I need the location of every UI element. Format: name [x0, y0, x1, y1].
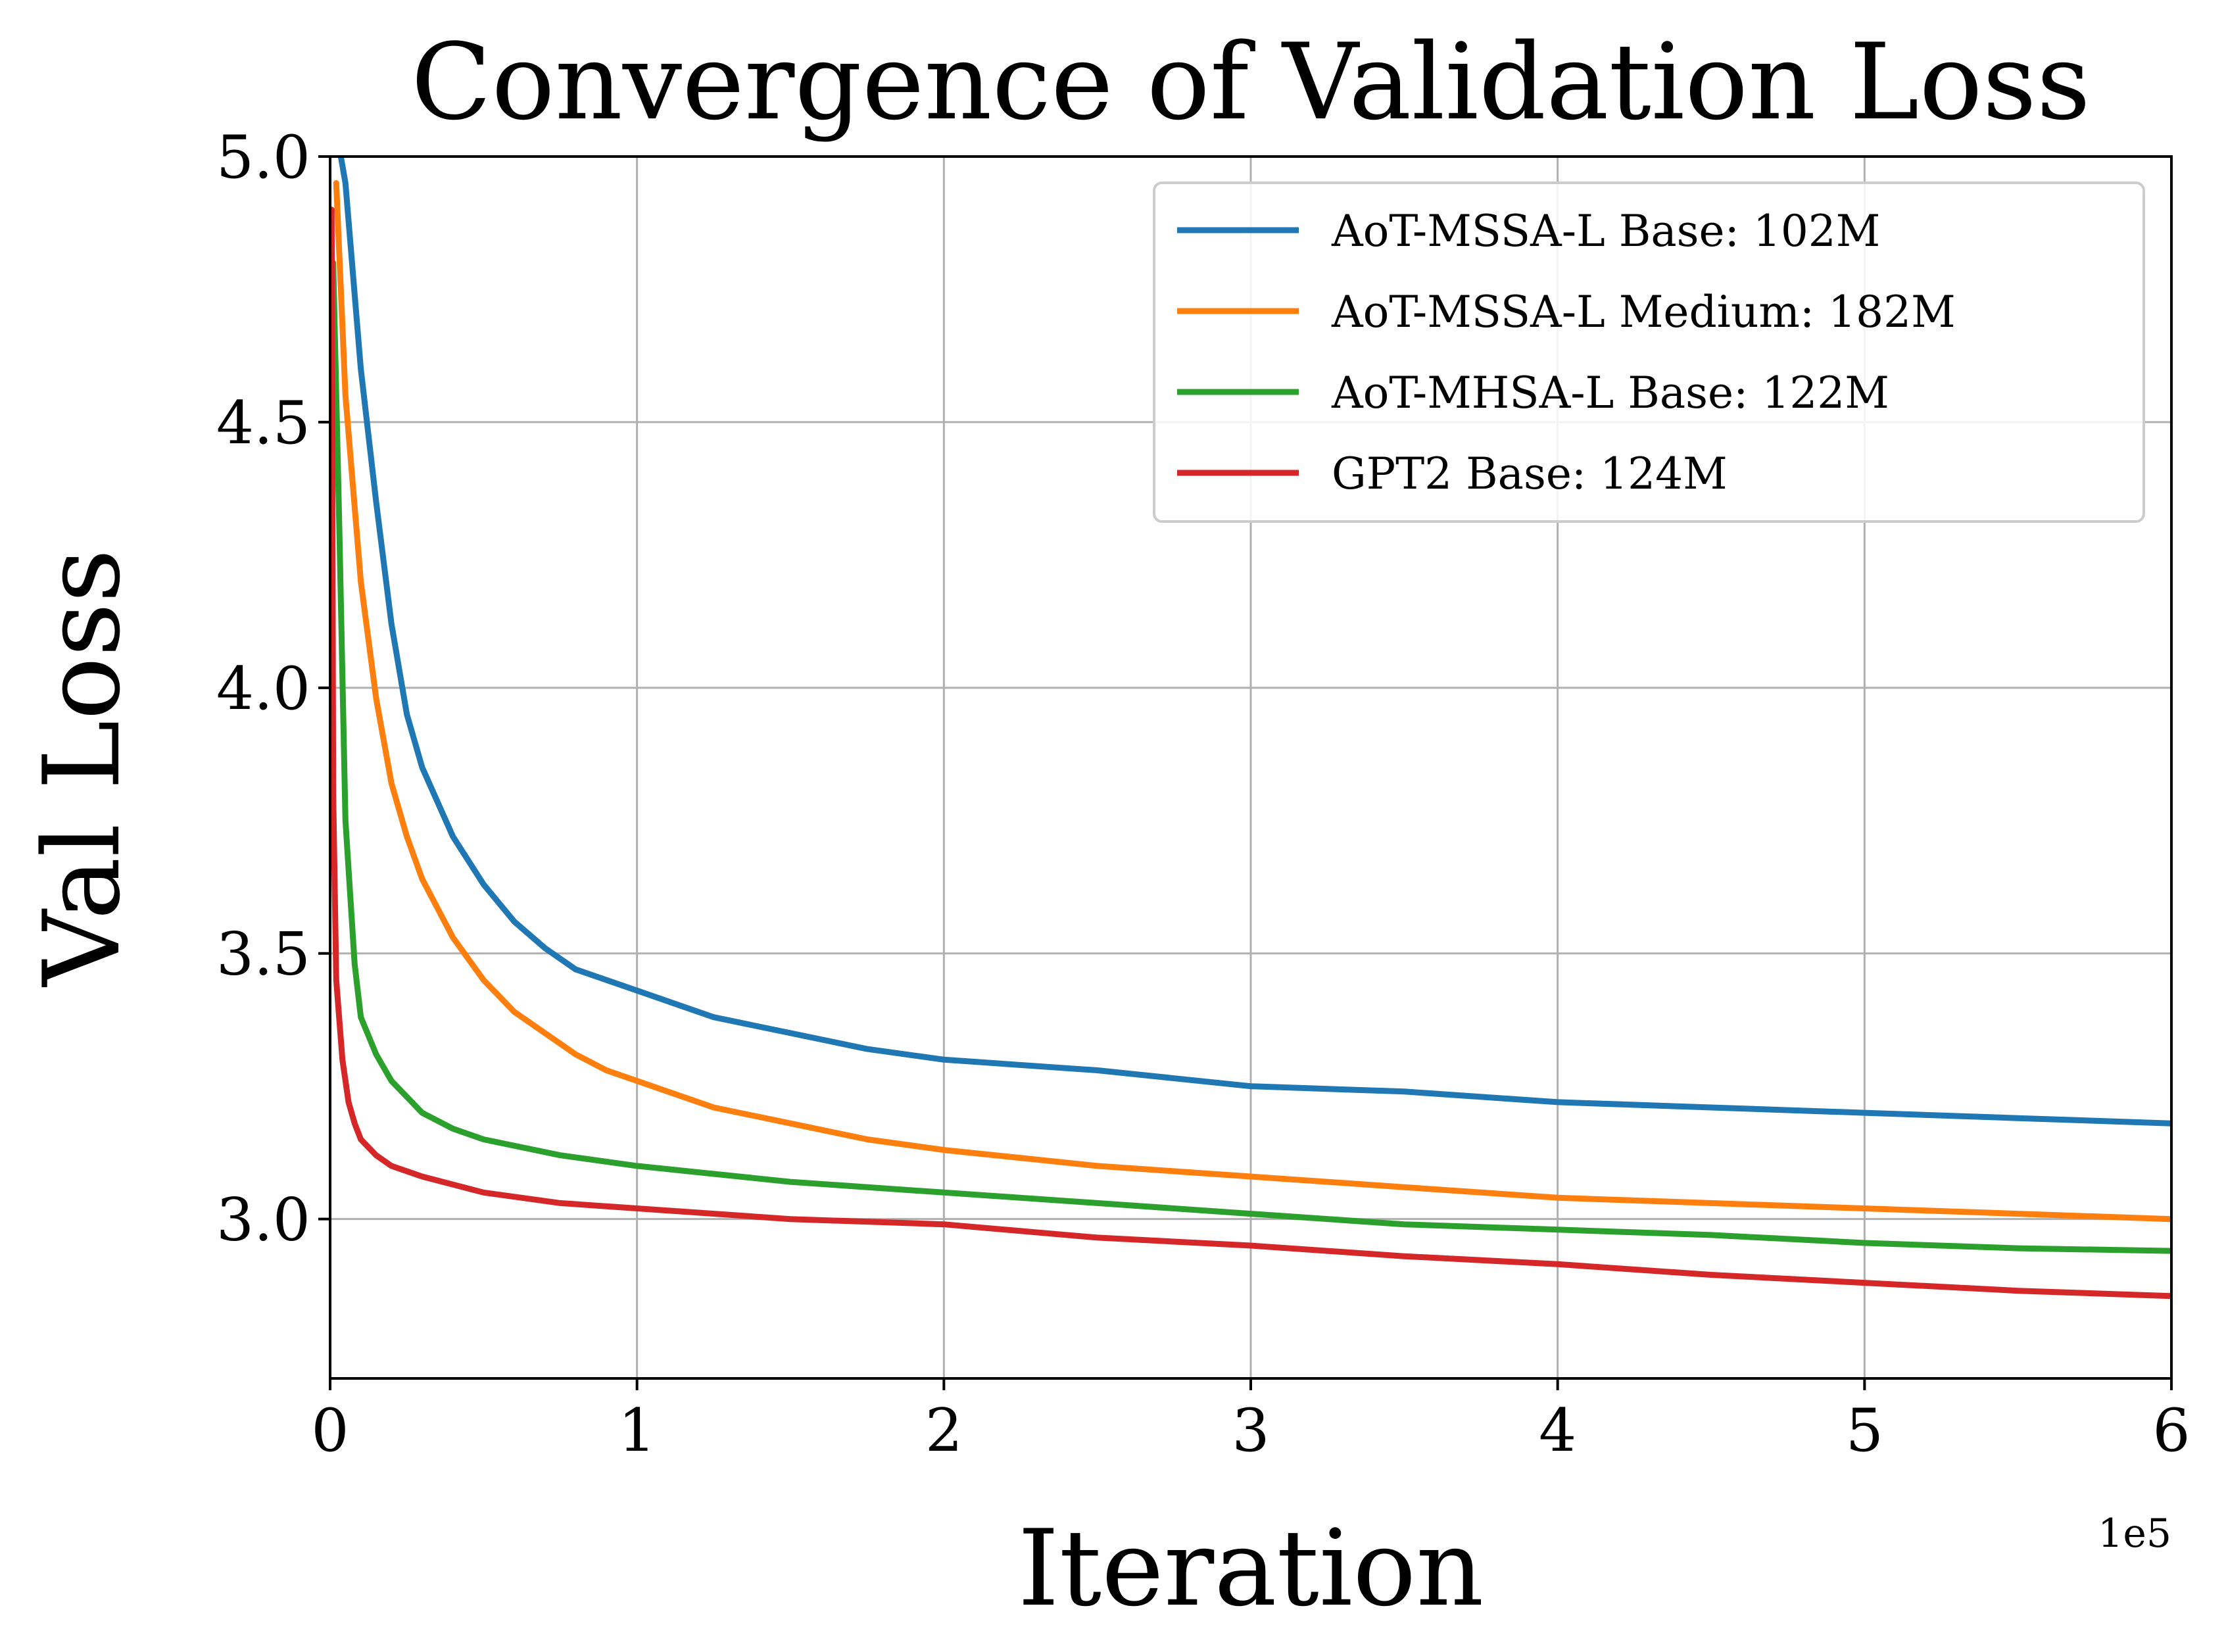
axis-ticks: 0 1 2 3 4 5 6 3.0 3.5 4.0 4.5 5.0 [216, 123, 2190, 1465]
legend-label-2: AoT-MSSA-L Medium: 182M [1331, 287, 1956, 337]
chart-title: Convergence of Validation Loss [411, 20, 2091, 143]
y-tick-label: 4.5 [216, 389, 310, 458]
y-tick-label: 3.0 [216, 1186, 310, 1255]
y-tick-label: 3.5 [216, 920, 310, 989]
y-axis-label: Val Loss [20, 548, 143, 987]
x-tick-label: 4 [1539, 1396, 1576, 1465]
y-tick-label: 5.0 [216, 123, 310, 192]
y-tick-label: 4.0 [216, 654, 310, 723]
x-axis-offset-label: 1e5 [2098, 1511, 2171, 1557]
series-line-1 [337, 157, 2171, 1127]
series-line-2 [333, 180, 2171, 1223]
x-tick-label: 3 [1232, 1396, 1269, 1465]
x-tick-label: 2 [925, 1396, 963, 1465]
legend-items: AoT-MSSA-L Base: 102M AoT-MSSA-L Medium: … [1177, 206, 1956, 499]
x-tick-label: 1 [618, 1396, 656, 1465]
x-tick-label: 0 [311, 1396, 349, 1465]
legend-label-3: AoT-MHSA-L Base: 122M [1331, 368, 1889, 418]
legend-box [1153, 182, 2145, 523]
x-tick-label: 5 [1846, 1396, 1883, 1465]
x-axis-label: Iteration [1018, 1507, 1484, 1630]
series-line-3 [330, 260, 2171, 1254]
legend: AoT-MSSA-L Base: 102M AoT-MSSA-L Medium: … [1153, 182, 2145, 523]
legend-label-4: GPT2 Base: 124M [1332, 449, 1728, 499]
series-line-4 [330, 206, 2171, 1300]
x-tick-label: 6 [2152, 1396, 2190, 1465]
legend-label-1: AoT-MSSA-L Base: 102M [1331, 206, 1880, 256]
series-lines [330, 157, 2171, 1300]
